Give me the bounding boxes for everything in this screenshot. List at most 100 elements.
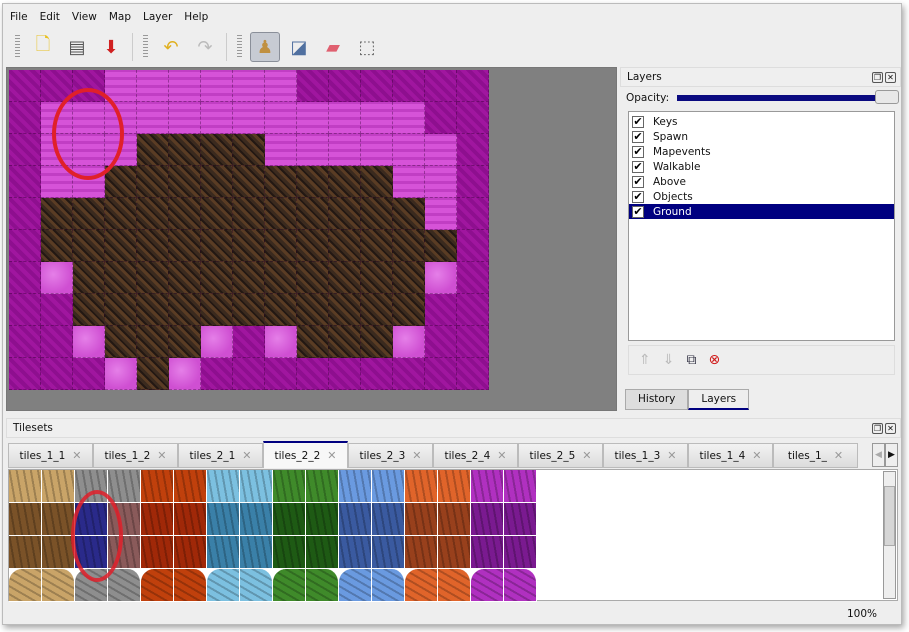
map-tile[interactable] bbox=[265, 134, 297, 166]
map-tile[interactable] bbox=[393, 198, 425, 230]
tileset-tile[interactable] bbox=[9, 536, 42, 569]
map-tile[interactable] bbox=[457, 358, 489, 390]
close-icon[interactable]: ✕ bbox=[885, 422, 896, 434]
map-tile[interactable] bbox=[233, 198, 265, 230]
map-tile[interactable] bbox=[361, 198, 393, 230]
open-button[interactable]: ▤ bbox=[62, 32, 92, 62]
toolbar-grip[interactable] bbox=[143, 35, 148, 59]
tileset-tab[interactable]: tiles_1_ ✕ bbox=[773, 443, 858, 468]
tileset-tile[interactable] bbox=[339, 536, 372, 569]
map-tile[interactable] bbox=[137, 134, 169, 166]
map-tile[interactable] bbox=[105, 166, 137, 198]
close-tab-icon[interactable]: ✕ bbox=[72, 449, 82, 462]
map-tile[interactable] bbox=[9, 198, 41, 230]
opacity-slider[interactable] bbox=[677, 90, 900, 104]
map-tile[interactable] bbox=[9, 326, 41, 358]
map-tile[interactable] bbox=[265, 230, 297, 262]
layer-row[interactable]: ✔ Ground bbox=[629, 204, 894, 219]
close-tab-icon[interactable]: ✕ bbox=[497, 449, 507, 462]
redo-button[interactable]: ↷ bbox=[190, 32, 220, 62]
tileset-tile[interactable] bbox=[372, 470, 405, 503]
map-tile[interactable] bbox=[169, 70, 201, 102]
map-tile[interactable] bbox=[393, 262, 425, 294]
map-tile[interactable] bbox=[265, 358, 297, 390]
tileset-tile[interactable] bbox=[141, 536, 174, 569]
tileset-tile[interactable] bbox=[240, 569, 273, 602]
map-tile[interactable] bbox=[41, 230, 73, 262]
tileset-tile[interactable] bbox=[273, 470, 306, 503]
map-tile[interactable] bbox=[137, 102, 169, 134]
tileset-tab[interactable]: tiles_1_1 ✕ bbox=[8, 443, 93, 468]
map-tile[interactable] bbox=[169, 358, 201, 390]
map-tile[interactable] bbox=[425, 262, 457, 294]
map-tile[interactable] bbox=[457, 294, 489, 326]
map-tile[interactable] bbox=[329, 198, 361, 230]
layer-visibility-checkbox[interactable]: ✔ bbox=[632, 204, 644, 218]
tileset-tile[interactable] bbox=[207, 470, 240, 503]
map-tile[interactable] bbox=[457, 166, 489, 198]
rectangle-select-button[interactable]: ⬚ bbox=[352, 32, 382, 62]
vertical-scrollbar[interactable] bbox=[883, 471, 896, 599]
map-tile[interactable] bbox=[137, 166, 169, 198]
undo-button[interactable]: ↶ bbox=[156, 32, 186, 62]
layer-row[interactable]: ✔ Walkable bbox=[629, 159, 894, 174]
map-tile[interactable] bbox=[457, 198, 489, 230]
map-tile[interactable] bbox=[425, 102, 457, 134]
tileset-tile[interactable] bbox=[141, 569, 174, 602]
map-tile[interactable] bbox=[297, 198, 329, 230]
tileset-grid[interactable] bbox=[9, 470, 537, 602]
map-tile[interactable] bbox=[73, 294, 105, 326]
map-tile[interactable] bbox=[41, 262, 73, 294]
map-tile[interactable] bbox=[169, 102, 201, 134]
map-tile[interactable] bbox=[457, 70, 489, 102]
tileset-tile[interactable] bbox=[504, 503, 537, 536]
tileset-tab[interactable]: tiles_2_1 ✕ bbox=[178, 443, 263, 468]
map-tile[interactable] bbox=[393, 326, 425, 358]
map-tile[interactable] bbox=[297, 326, 329, 358]
eraser-button[interactable]: ▰ bbox=[318, 32, 348, 62]
map-tile[interactable] bbox=[361, 166, 393, 198]
map-tile[interactable] bbox=[361, 70, 393, 102]
tileset-tile[interactable] bbox=[207, 569, 240, 602]
tileset-tab[interactable]: tiles_1_3 ✕ bbox=[603, 443, 688, 468]
tileset-tile[interactable] bbox=[504, 470, 537, 503]
close-icon[interactable]: ✕ bbox=[885, 71, 896, 83]
map-tile[interactable] bbox=[169, 134, 201, 166]
map-tile[interactable] bbox=[9, 70, 41, 102]
map-tile[interactable] bbox=[457, 262, 489, 294]
tileset-tile[interactable] bbox=[372, 569, 405, 602]
map-tile[interactable] bbox=[137, 294, 169, 326]
map-tile[interactable] bbox=[201, 102, 233, 134]
tileset-tile[interactable] bbox=[273, 503, 306, 536]
new-map-button[interactable]: 🗋 bbox=[28, 32, 58, 62]
tileset-tile[interactable] bbox=[9, 470, 42, 503]
layer-visibility-checkbox[interactable]: ✔ bbox=[632, 159, 644, 173]
map-tile[interactable] bbox=[297, 102, 329, 134]
map-tile[interactable] bbox=[265, 326, 297, 358]
tileset-tile[interactable] bbox=[306, 536, 339, 569]
map-tile[interactable] bbox=[73, 326, 105, 358]
map-tile[interactable] bbox=[297, 70, 329, 102]
map-tile[interactable] bbox=[297, 134, 329, 166]
tab-layers[interactable]: Layers bbox=[688, 389, 750, 410]
map-tile[interactable] bbox=[457, 102, 489, 134]
tileset-tile[interactable] bbox=[405, 470, 438, 503]
map-tile[interactable] bbox=[425, 166, 457, 198]
tileset-tile[interactable] bbox=[240, 470, 273, 503]
map-tile[interactable] bbox=[265, 166, 297, 198]
bucket-fill-button[interactable]: ◪ bbox=[284, 32, 314, 62]
tileset-tile[interactable] bbox=[471, 536, 504, 569]
layer-visibility-checkbox[interactable]: ✔ bbox=[632, 144, 644, 158]
map-tile[interactable] bbox=[425, 134, 457, 166]
close-tab-icon[interactable]: ✕ bbox=[242, 449, 252, 462]
map-tile[interactable] bbox=[329, 166, 361, 198]
tileset-tile[interactable] bbox=[207, 536, 240, 569]
tileset-tile[interactable] bbox=[207, 503, 240, 536]
map-tile[interactable] bbox=[457, 326, 489, 358]
layer-row[interactable]: ✔ Spawn bbox=[629, 129, 894, 144]
map-tile[interactable] bbox=[361, 102, 393, 134]
map-tile[interactable] bbox=[41, 358, 73, 390]
menu-file[interactable]: File bbox=[10, 11, 28, 23]
map-tile[interactable] bbox=[73, 358, 105, 390]
lower-layer-icon[interactable]: ⇓ bbox=[662, 352, 675, 368]
